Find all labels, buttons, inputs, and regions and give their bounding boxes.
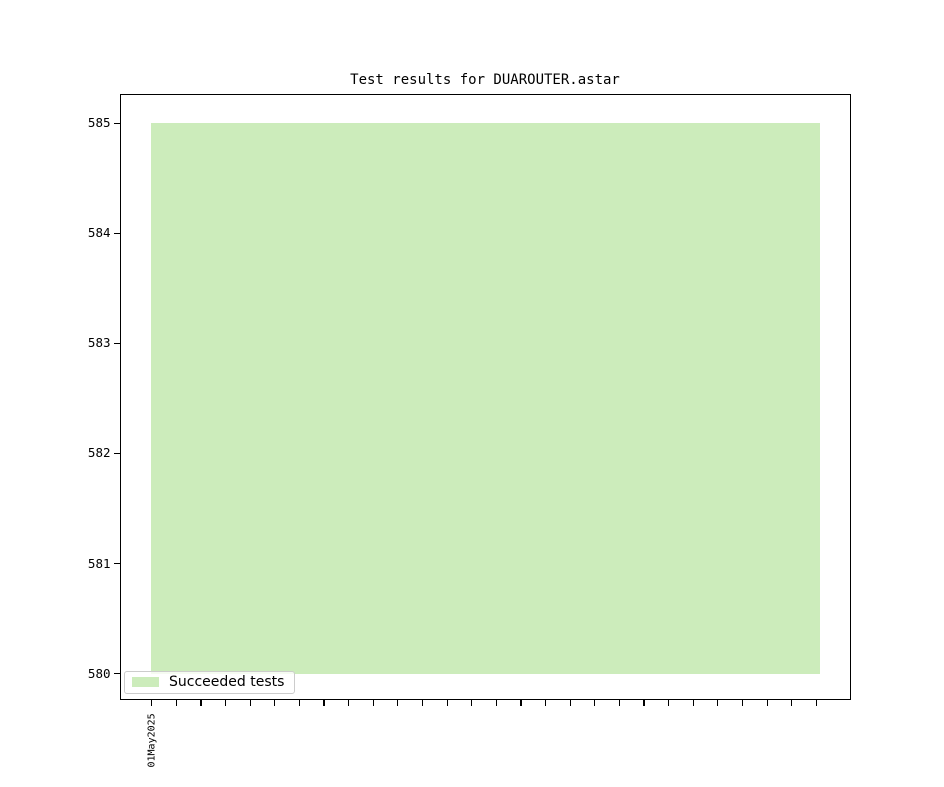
x-tick	[397, 700, 399, 706]
x-tick	[520, 700, 522, 706]
x-tick	[544, 700, 547, 706]
x-tick	[175, 700, 177, 706]
x-tick	[766, 700, 768, 706]
y-tick	[113, 122, 120, 124]
x-tick	[668, 700, 670, 706]
x-tick	[372, 700, 374, 706]
legend: Succeeded tests	[124, 670, 296, 694]
x-tick	[224, 700, 227, 706]
y-tick-label: 584	[87, 225, 111, 241]
y-tick	[113, 672, 120, 675]
succeeded-tests-area	[150, 123, 821, 674]
x-tick	[298, 700, 300, 706]
x-tick	[446, 700, 448, 706]
x-tick	[717, 700, 719, 706]
x-tick	[274, 700, 276, 706]
x-tick	[323, 700, 325, 706]
x-tick	[495, 700, 497, 706]
x-tick	[200, 700, 202, 706]
x-tick	[348, 700, 350, 706]
x-tick	[791, 700, 793, 706]
chart-title: Test results for DUAROUTER.astar	[350, 72, 620, 88]
x-tick	[643, 700, 645, 706]
x-tick	[618, 700, 620, 706]
x-tick	[569, 700, 571, 706]
x-tick	[421, 700, 424, 706]
y-tick	[113, 342, 120, 344]
x-tick	[815, 700, 817, 706]
x-tick	[692, 700, 694, 706]
x-tick	[594, 700, 596, 706]
x-tick	[471, 700, 473, 706]
x-tick	[249, 700, 251, 706]
legend-label: Succeeded tests	[169, 674, 285, 690]
x-tick	[741, 700, 744, 706]
x-tick	[151, 700, 153, 706]
y-tick	[113, 562, 120, 565]
y-tick-label: 582	[87, 445, 111, 461]
y-tick	[113, 232, 120, 234]
y-tick-label: 580	[87, 665, 111, 681]
y-tick	[113, 452, 120, 455]
legend-swatch	[132, 677, 159, 687]
y-tick-label: 585	[87, 115, 111, 131]
y-tick-label: 581	[87, 555, 111, 571]
x-tick-label: 01May2025	[146, 713, 158, 768]
plot-area	[119, 93, 851, 700]
y-tick-label: 583	[87, 335, 111, 351]
